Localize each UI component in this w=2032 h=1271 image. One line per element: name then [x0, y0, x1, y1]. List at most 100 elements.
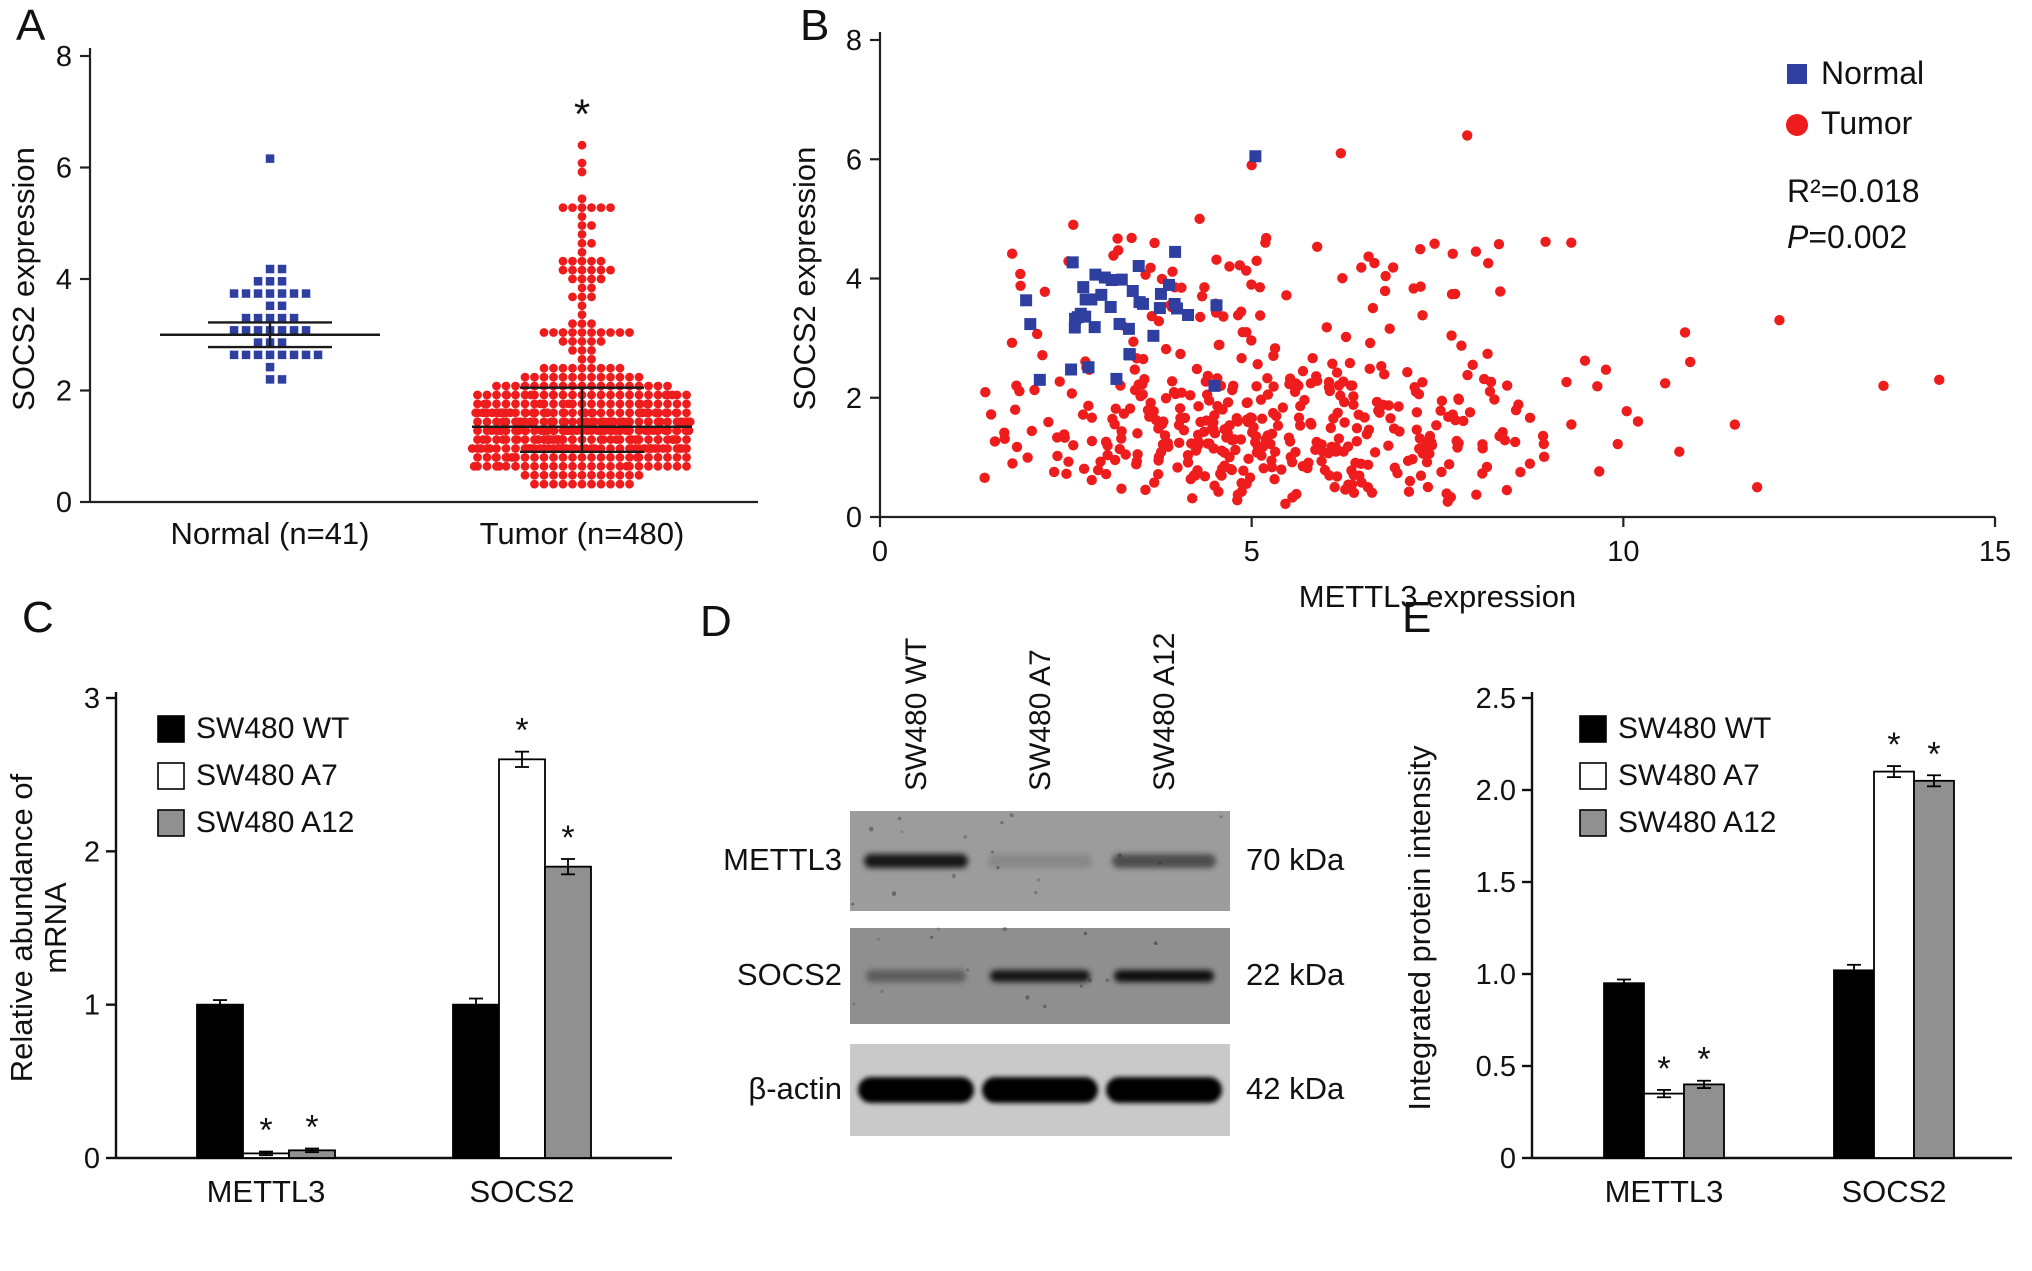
- legend-swatch: [157, 715, 185, 743]
- svg-text:2.5: 2.5: [1476, 683, 1516, 715]
- blot-speckle: [877, 938, 880, 941]
- panel-B-label: B: [800, 1, 830, 50]
- bar-METTL3-SW480-A12: *: [288, 1108, 336, 1159]
- significance-asterisk: *: [259, 1112, 272, 1150]
- panel-D: D SW480 WT SW480 A7 SW480 A12 METTL3 70 kDa S…: [700, 596, 1400, 1271]
- blot-speckle: [1025, 995, 1030, 1000]
- lane-label-1: SW480 WT: [900, 637, 933, 791]
- blot-speckle: [869, 826, 874, 832]
- svg-text:1.5: 1.5: [1476, 867, 1516, 899]
- legend-label: SW480 A12: [1618, 806, 1776, 839]
- legend-marker-circle: [1786, 114, 1808, 136]
- tumor-points: [467, 140, 695, 489]
- y-axis-label: SOCS2 expression: [787, 147, 822, 411]
- legend-swatch: [1579, 715, 1607, 743]
- blot-speckle: [1036, 878, 1041, 882]
- xtick-labels: 0 5 10 15: [872, 536, 2011, 568]
- blot-speckle: [1002, 926, 1007, 932]
- bar-METTL3-SW480-A7: *: [242, 1112, 290, 1159]
- significance-asterisk: *: [1657, 1050, 1670, 1088]
- blot-speckle: [1153, 941, 1158, 945]
- svg-text:8: 8: [56, 41, 72, 73]
- svg-text:0: 0: [1500, 1143, 1516, 1175]
- legend-label: SW480 A12: [196, 806, 354, 839]
- bar-METTL3-SW480-A12: *: [1683, 1041, 1725, 1159]
- legend: SW480 WT SW480 A7 SW480 A12: [157, 712, 354, 839]
- x-axis-label: METTL3 expression: [1299, 579, 1576, 614]
- svg-text:8: 8: [846, 25, 862, 57]
- ytick-labels: 0 2 4 6 8: [846, 25, 862, 534]
- blot-speckle: [851, 902, 854, 906]
- legend-label: Tumor: [1821, 105, 1913, 141]
- blot-image-SOCS2: [850, 926, 1230, 1024]
- blot-image-METTL3: [850, 811, 1230, 911]
- normal-stats-lines: [160, 321, 380, 349]
- legend-label: Normal: [1821, 55, 1924, 91]
- significance-asterisk: *: [561, 819, 574, 857]
- svg-text:0: 0: [84, 1143, 100, 1175]
- legend-swatch: [157, 809, 185, 837]
- protein-label: SOCS2: [736, 957, 842, 992]
- significance-asterisk: *: [1927, 735, 1940, 773]
- blot-speckle: [891, 891, 897, 896]
- blot-speckle: [880, 989, 884, 993]
- significance-asterisk: *: [1887, 726, 1900, 764]
- blot-speckle: [996, 866, 1000, 870]
- svg-text:2: 2: [846, 383, 862, 415]
- category-label: SOCS2: [1841, 1174, 1946, 1209]
- panel-D-label: D: [700, 597, 732, 646]
- ytick-labels: 0 0.5 1.0 1.5 2.0 2.5: [1476, 683, 1516, 1175]
- svg-text:0: 0: [846, 502, 862, 534]
- protein-band: [1112, 854, 1216, 868]
- svg-text:6: 6: [56, 153, 72, 185]
- molecular-weight-label: 22 kDa: [1246, 957, 1345, 992]
- bar-METTL3-SW480-A7: *: [1643, 1050, 1685, 1159]
- panel-E-label: E: [1402, 593, 1432, 642]
- legend-label: SW480 A7: [1618, 759, 1760, 792]
- normal-points: [1020, 150, 1262, 392]
- panel-B-chart: 0 2 4 6 8 0 5 10 15 SOCS2 expression METTL3 expres…: [787, 25, 2011, 614]
- ytick-labels: 0 2 4 6 8: [56, 41, 72, 519]
- panel-A-label: A: [16, 1, 46, 50]
- svg-text:15: 15: [1979, 536, 2011, 568]
- blot-speckle: [1079, 984, 1083, 988]
- protein-band: [1106, 1077, 1222, 1103]
- blot-speckle: [951, 873, 956, 879]
- blot-speckle: [1046, 976, 1050, 980]
- blot-speckle: [1105, 978, 1110, 983]
- legend: Normal Tumor: [1786, 55, 1924, 141]
- protein-band: [982, 1077, 1098, 1103]
- bar-SOCS2-SW480-WT: [452, 997, 500, 1159]
- normal-points: [229, 154, 323, 384]
- svg-text:2: 2: [84, 836, 100, 868]
- svg-text:2: 2: [56, 376, 72, 408]
- blot-speckle: [966, 968, 970, 972]
- svg-text:0.5: 0.5: [1476, 1051, 1516, 1083]
- blot-speckle: [852, 1002, 856, 1006]
- svg-text:6: 6: [846, 144, 862, 176]
- blot-speckle: [1219, 815, 1223, 819]
- blot-speckle: [1154, 976, 1160, 981]
- blot-speckle: [1158, 861, 1162, 865]
- bar-METTL3-SW480-WT: [1603, 978, 1645, 1159]
- axes: [80, 48, 758, 504]
- protein-band: [866, 970, 966, 982]
- protein-band: [988, 854, 1092, 868]
- svg-text:5: 5: [1244, 536, 1260, 568]
- svg-text:4: 4: [56, 264, 72, 296]
- blot-speckle: [1087, 978, 1093, 983]
- legend: SW480 WT SW480 A7 SW480 A12: [1579, 712, 1776, 839]
- blot-speckle: [900, 830, 904, 834]
- legend-swatch: [1579, 809, 1607, 837]
- bar-METTL3-SW480-WT: [196, 999, 244, 1159]
- blot-speckle: [930, 935, 934, 939]
- blot-speckle: [1009, 813, 1014, 818]
- significance-asterisk: *: [305, 1108, 318, 1146]
- axes: [870, 32, 1997, 527]
- category-label: SOCS2: [469, 1174, 574, 1209]
- blot-image-β-actin: [850, 1044, 1230, 1136]
- protein-label: β-actin: [748, 1071, 842, 1106]
- significance-asterisk: *: [515, 712, 528, 750]
- protein-band: [864, 854, 968, 868]
